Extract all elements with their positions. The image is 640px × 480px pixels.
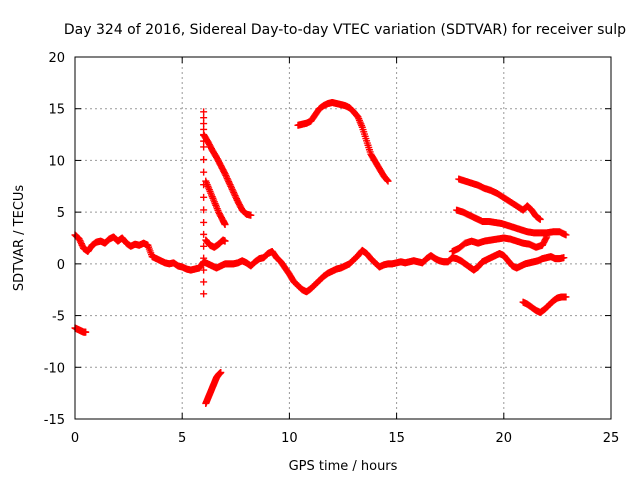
data-point bbox=[200, 156, 208, 164]
plot-frame bbox=[74, 56, 612, 420]
y-tick-label: 5 bbox=[57, 206, 65, 221]
data-point bbox=[543, 233, 551, 241]
data-point bbox=[230, 190, 238, 198]
data-point bbox=[77, 238, 85, 246]
data-point bbox=[200, 278, 208, 286]
data-point bbox=[200, 114, 208, 122]
data-point bbox=[536, 215, 544, 223]
data-point bbox=[200, 193, 208, 201]
series-low-band bbox=[202, 368, 225, 407]
series-late-b bbox=[453, 206, 570, 239]
series-arc bbox=[294, 99, 392, 185]
data-point bbox=[383, 176, 391, 184]
data-point bbox=[200, 242, 208, 250]
data-point bbox=[233, 195, 241, 203]
data-point bbox=[222, 171, 230, 179]
axis-ticks: 0 5 10 15 20 25 -15 -10 -5 0 5 10 15 20 bbox=[44, 51, 620, 446]
data-point bbox=[200, 290, 208, 298]
data-point bbox=[226, 181, 234, 189]
data-point bbox=[200, 218, 208, 226]
y-tick-label: 20 bbox=[48, 51, 65, 66]
data-point bbox=[200, 108, 208, 116]
data-point bbox=[247, 211, 255, 219]
data-point bbox=[225, 179, 233, 187]
data-point bbox=[217, 368, 225, 376]
data-point bbox=[231, 192, 239, 200]
data-point bbox=[229, 187, 237, 195]
series-isolated bbox=[200, 108, 208, 298]
data-point bbox=[200, 120, 208, 128]
data-point bbox=[200, 254, 208, 262]
data-point bbox=[82, 328, 90, 336]
x-tick-label: 15 bbox=[388, 431, 405, 446]
series-late-a bbox=[455, 175, 544, 223]
series-upper-band-c bbox=[202, 236, 229, 251]
data-point bbox=[77, 240, 85, 248]
data-point bbox=[384, 177, 392, 185]
data-point bbox=[232, 193, 240, 201]
y-axis-label: SDTVAR / TECUs bbox=[12, 185, 27, 292]
data-point bbox=[200, 266, 208, 274]
y-tick-label: 0 bbox=[57, 258, 65, 273]
data-point bbox=[228, 184, 236, 192]
data-point bbox=[224, 176, 232, 184]
data-point bbox=[200, 131, 208, 139]
data-point bbox=[223, 175, 231, 183]
data-point bbox=[560, 254, 568, 262]
data-point bbox=[542, 234, 550, 242]
data-point bbox=[200, 206, 208, 214]
x-tick-label: 0 bbox=[71, 431, 79, 446]
x-tick-label: 5 bbox=[178, 431, 186, 446]
y-tick-label: -5 bbox=[52, 310, 65, 325]
x-tick-label: 25 bbox=[603, 431, 620, 446]
y-tick-label: -15 bbox=[44, 413, 65, 428]
data-point bbox=[200, 181, 208, 189]
data-point bbox=[75, 235, 83, 243]
data-point bbox=[200, 137, 208, 145]
series-main bbox=[71, 231, 568, 296]
series-late-c bbox=[448, 233, 551, 255]
data-point bbox=[200, 168, 208, 176]
series-late-d bbox=[519, 293, 570, 316]
series-upper-band-a bbox=[200, 131, 255, 219]
data-point bbox=[221, 237, 229, 245]
y-tick-label: 10 bbox=[48, 154, 65, 169]
data-points bbox=[71, 99, 570, 407]
data-point bbox=[221, 170, 229, 178]
data-point bbox=[225, 178, 233, 186]
x-tick-label: 10 bbox=[281, 431, 298, 446]
y-tick-label: 15 bbox=[48, 103, 65, 118]
x-axis-label: GPS time / hours bbox=[289, 459, 398, 474]
series-low-early bbox=[71, 324, 90, 336]
data-point bbox=[230, 188, 238, 196]
data-point bbox=[562, 293, 570, 301]
data-point bbox=[221, 221, 229, 229]
data-point bbox=[200, 230, 208, 238]
data-point bbox=[78, 241, 86, 249]
y-tick-label: -10 bbox=[44, 361, 65, 376]
series-upper-band-b bbox=[202, 177, 229, 229]
data-point bbox=[227, 182, 235, 190]
data-point bbox=[200, 125, 208, 133]
data-point bbox=[562, 231, 570, 239]
data-point bbox=[223, 173, 231, 181]
chart-title: Day 324 of 2016, Sidereal Day-to-day VTE… bbox=[64, 22, 626, 38]
data-point bbox=[76, 237, 84, 245]
x-tick-label: 20 bbox=[496, 431, 513, 446]
data-point bbox=[228, 185, 236, 193]
data-point bbox=[200, 143, 208, 151]
grid-lines bbox=[75, 57, 611, 419]
